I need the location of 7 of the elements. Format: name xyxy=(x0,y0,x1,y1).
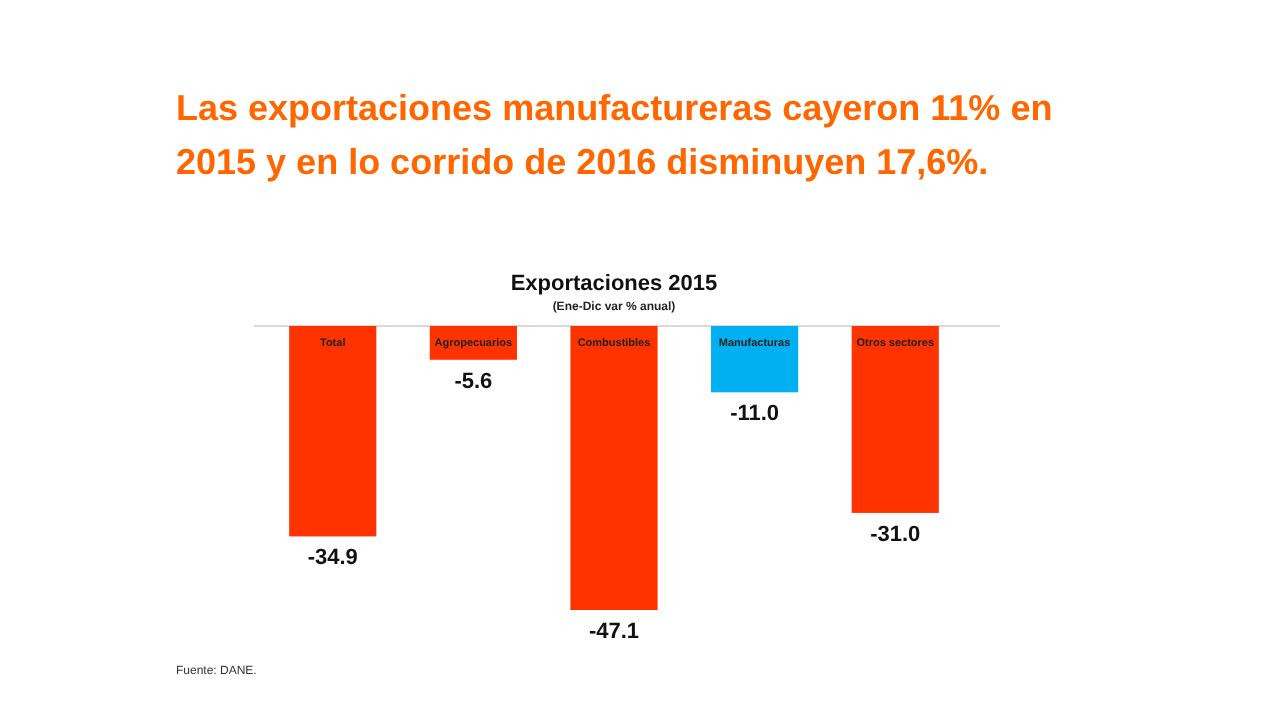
text: Las exportaciones manufactureras cayeron 11% en 2015 y en lo corrido de 2016 disminuyen 17,6%. xyxy=(176,88,1053,182)
chart-title: Exportaciones 2015 xyxy=(510,272,718,296)
data-label: -34.9 xyxy=(307,546,358,571)
data-label: -31.0 xyxy=(870,522,921,547)
data-label: -5.6 xyxy=(454,369,493,394)
data-label: -47.1 xyxy=(588,620,640,644)
data-label: -11.0 xyxy=(730,402,780,427)
